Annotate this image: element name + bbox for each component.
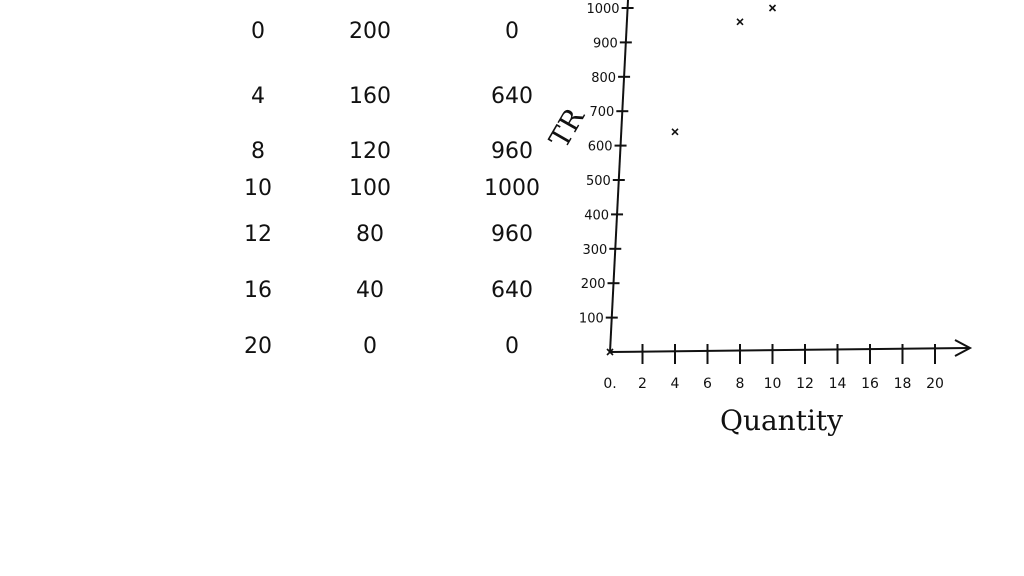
data-point: [736, 18, 744, 26]
y-axis-label: TR: [542, 102, 591, 154]
table-cell: 1000: [484, 176, 540, 201]
table-cell: 0: [505, 19, 519, 44]
table-cell: 4: [251, 84, 265, 109]
table-cell: 12: [244, 222, 272, 247]
x-axis: [609, 347, 969, 353]
y-tick-label: 700: [589, 105, 614, 120]
x-tick-label: 0.: [603, 376, 616, 392]
y-tick-label: 800: [591, 71, 616, 86]
table-cell: 20: [244, 334, 272, 359]
table-cell: 960: [491, 222, 533, 247]
x-axis-arrowhead: [954, 339, 973, 357]
table-cell: 0: [363, 334, 377, 359]
x-tick-label: 6: [703, 376, 712, 392]
y-tick-label: 200: [581, 277, 606, 292]
data-point: [768, 4, 777, 12]
y-tick-label: 1000: [586, 2, 619, 17]
table-cell: 100: [349, 176, 391, 201]
table-cell: 960: [491, 139, 533, 164]
y-tick-label: 300: [582, 243, 607, 258]
table-cell: 40: [356, 278, 384, 303]
table-cell: 16: [244, 278, 272, 303]
x-tick-label: 12: [796, 376, 814, 392]
table-cell: 640: [491, 84, 533, 109]
x-tick-label: 14: [829, 376, 847, 392]
table-cell: 160: [349, 84, 391, 109]
y-tick-label: 100: [579, 312, 604, 327]
y-tick-label: 900: [593, 36, 618, 51]
x-axis-ticks: 0. 2 4 6 8 10 12 14 16 18 20: [603, 344, 944, 392]
y-tick-label: 400: [584, 208, 609, 223]
table-cell: 0: [251, 19, 265, 44]
x-axis-label: Quantity: [720, 404, 843, 437]
y-tick-label: 500: [586, 174, 611, 189]
table-cell: 80: [356, 222, 384, 247]
x-tick-label: 20: [926, 376, 944, 392]
data-point: [671, 128, 679, 136]
x-tick-label: 10: [764, 376, 782, 392]
x-tick-label: 2: [638, 376, 647, 392]
x-tick-label: 16: [861, 376, 879, 392]
table-cell: 8: [251, 139, 265, 164]
table-cell: 200: [349, 19, 391, 44]
table-cell: 640: [491, 278, 533, 303]
y-axis: [609, 0, 629, 353]
y-axis-ticks: 100 200 300 400 500 600 700 800 900 1000: [579, 2, 634, 327]
table-cell: 10: [244, 176, 272, 201]
data-points: [606, 4, 777, 356]
table-cell: 0: [505, 334, 519, 359]
x-tick-label: 18: [894, 376, 912, 392]
x-tick-label: 8: [736, 376, 745, 392]
x-tick-label: 4: [671, 376, 680, 392]
table-cell: 120: [349, 139, 391, 164]
data-point: [606, 348, 614, 356]
total-revenue-chart: 100 200 300 400 500 600 700 800 900 1000 0. 2 4 6 8 10…: [542, 0, 973, 437]
y-tick-label: 600: [588, 140, 613, 155]
